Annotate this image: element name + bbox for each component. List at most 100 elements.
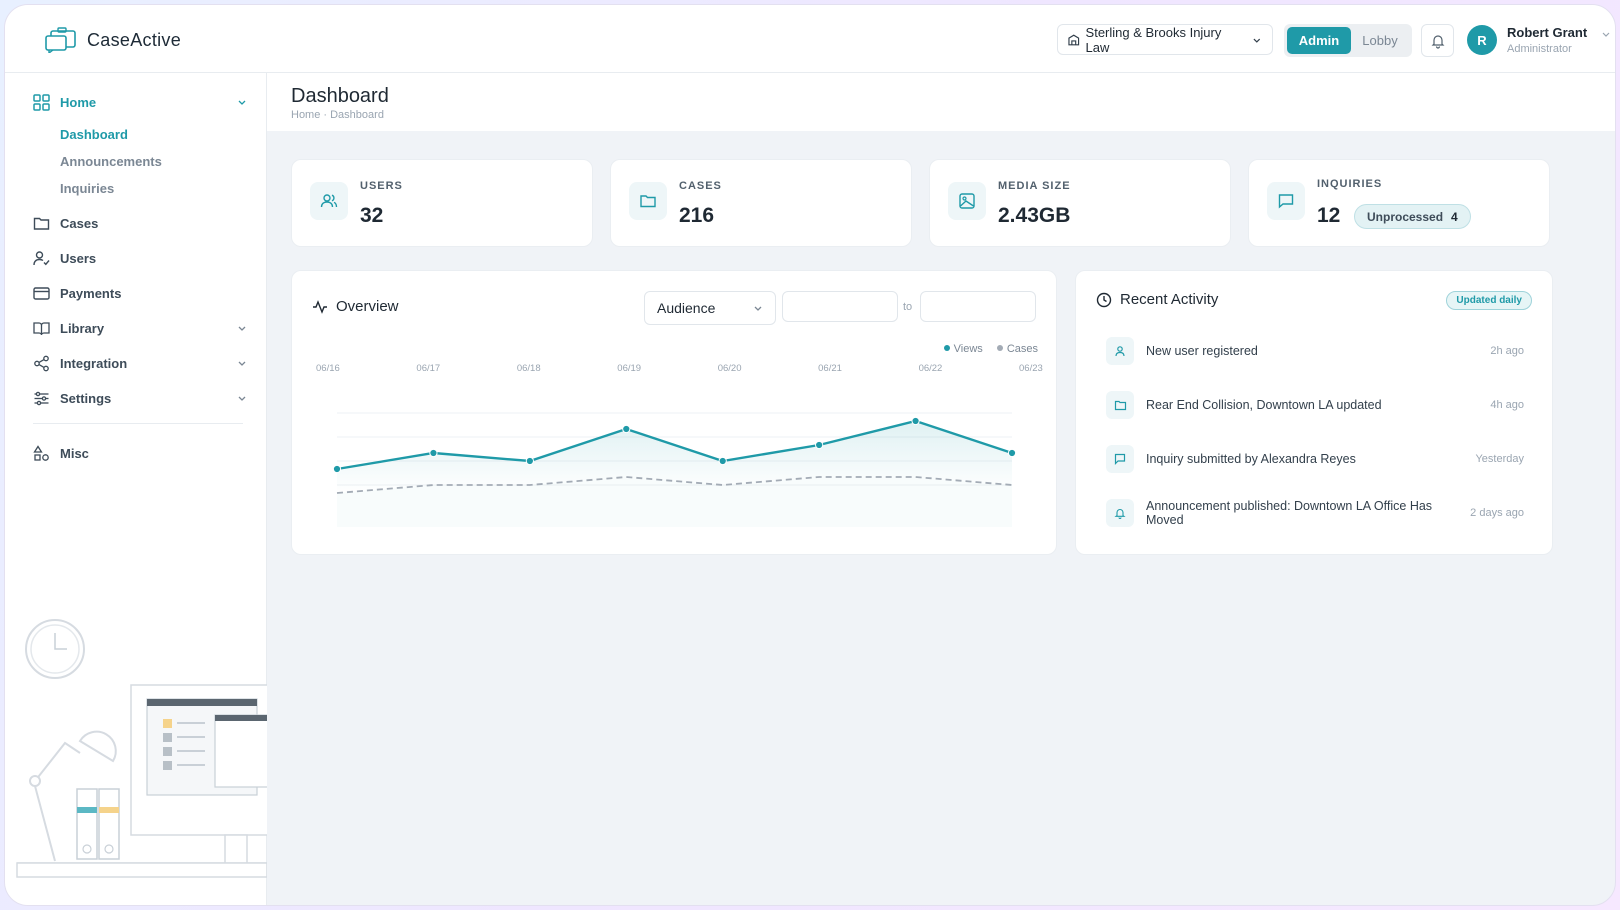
- date-from-input[interactable]: [782, 291, 898, 322]
- chart-legend: Views Cases: [943, 343, 1038, 355]
- stat-card-users[interactable]: USERS 32: [291, 159, 593, 247]
- stat-value: 32: [360, 204, 384, 227]
- stat-value: 12: [1317, 204, 1341, 227]
- stat-card-media-size[interactable]: MEDIA SIZE 2.43GB: [929, 159, 1231, 247]
- activity-item[interactable]: Inquiry submitted by Alexandra Reyes Yes…: [1106, 445, 1524, 473]
- activity-text: Inquiry submitted by Alexandra Reyes: [1146, 452, 1356, 466]
- unprocessed-count: 4: [1451, 209, 1458, 224]
- views-area: [337, 421, 1012, 493]
- sidebar-subitem-dashboard[interactable]: Dashboard: [60, 127, 128, 142]
- mode-toggle: Admin Lobby: [1284, 24, 1412, 57]
- chevron-down-icon: [1602, 32, 1610, 37]
- sidebar-item-misc[interactable]: Misc: [33, 440, 247, 466]
- message-icon: [1267, 182, 1305, 220]
- logo[interactable]: CaseActive: [45, 27, 181, 53]
- recent-activity-title-text: Recent Activity: [1120, 291, 1219, 308]
- updated-daily-badge: Updated daily: [1446, 291, 1532, 310]
- main-content: Dashboard Home · Dashboard USERS 32 CASE…: [267, 73, 1615, 905]
- activity-time: Yesterday: [1475, 453, 1524, 465]
- x-tick-label: 06/19: [617, 363, 641, 374]
- breadcrumb[interactable]: Home · Dashboard: [291, 109, 384, 121]
- views-data-point: [1007, 448, 1017, 458]
- sidebar-item-cases[interactable]: Cases: [33, 210, 247, 236]
- book-open-icon: [33, 321, 50, 335]
- user-icon: [1106, 337, 1134, 365]
- sidebar-item-label: Misc: [60, 445, 89, 461]
- credit-card-icon: [33, 286, 50, 300]
- shapes-icon: [33, 444, 49, 461]
- stat-label: INQUIRIES: [1317, 178, 1383, 190]
- activity-item[interactable]: New user registered 2h ago: [1106, 337, 1524, 365]
- stat-label: CASES: [679, 180, 722, 192]
- chevron-down-icon: [238, 100, 246, 105]
- grid-icon: [33, 93, 50, 111]
- activity-time: 4h ago: [1490, 399, 1524, 411]
- sidebar-subitem-inquiries[interactable]: Inquiries: [60, 181, 115, 196]
- chevron-down-icon: [238, 326, 246, 331]
- views-data-point: [525, 456, 534, 466]
- legend-item-cases[interactable]: Cases: [996, 343, 1038, 355]
- unprocessed-label: Unprocessed: [1367, 209, 1444, 224]
- overview-title-text: Overview: [336, 298, 399, 315]
- notifications-button[interactable]: [1421, 24, 1454, 57]
- sidebar-item-label: Home: [60, 94, 97, 110]
- user-menu[interactable]: R Robert Grant Administrator: [1467, 25, 1611, 55]
- stat-card-cases[interactable]: CASES 216: [610, 159, 912, 247]
- sidebar-item-label: Users: [60, 250, 97, 266]
- overview-title: Overview: [312, 298, 399, 315]
- views-data-point: [332, 464, 342, 474]
- mode-admin-button[interactable]: Admin: [1287, 27, 1351, 54]
- activity-item[interactable]: Announcement published: Downtown LA Offi…: [1106, 499, 1524, 527]
- stat-value: 216: [679, 204, 715, 227]
- activity-time: 2h ago: [1490, 345, 1524, 357]
- chevron-down-icon: [238, 396, 246, 401]
- top-bar: CaseActive Sterling & Brooks Injury Law …: [5, 5, 1615, 73]
- audience-select-value: Audience: [657, 300, 716, 316]
- bell-icon: [1106, 499, 1134, 527]
- user-check-icon: [33, 250, 50, 265]
- sidebar: Home Dashboard Announcements Inquiries C…: [5, 73, 267, 905]
- sidebar-item-integration[interactable]: Integration: [33, 350, 247, 376]
- activity-text: Announcement published: Downtown LA Offi…: [1146, 499, 1433, 527]
- users-icon: [310, 182, 348, 220]
- overview-chart: 06/16 06/17 06/18 06/19 06/20 06/21 06/22 06/23: [316, 363, 1043, 494]
- chevron-down-icon: [754, 306, 762, 311]
- page-title: Dashboard: [291, 85, 389, 107]
- date-range-separator: to: [903, 301, 913, 313]
- activity-icon: [313, 299, 327, 314]
- activity-item[interactable]: Rear End Collision, Downtown LA updated …: [1106, 391, 1524, 419]
- folder-icon: [629, 182, 667, 220]
- legend-item-views[interactable]: Views: [943, 343, 983, 355]
- views-data-point: [815, 440, 824, 450]
- user-name: Robert Grant: [1507, 25, 1588, 40]
- sidebar-item-label: Payments: [60, 285, 122, 301]
- logo-icon: [45, 27, 76, 53]
- legend-label: Cases: [1006, 343, 1038, 355]
- mode-lobby-button[interactable]: Lobby: [1362, 33, 1398, 48]
- stat-card-inquiries[interactable]: INQUIRIES 12 Unprocessed 4: [1248, 159, 1550, 247]
- x-tick-label: 06/17: [416, 363, 440, 374]
- user-role: Administrator: [1507, 43, 1572, 55]
- folder-icon: [1106, 391, 1134, 419]
- overview-panel: Overview Audience to Views Cases 06/16 06…: [291, 270, 1057, 555]
- unprocessed-badge[interactable]: Unprocessed 4: [1354, 204, 1471, 229]
- sidebar-item-label: Cases: [60, 215, 99, 231]
- firm-select[interactable]: Sterling & Brooks Injury Law: [1057, 24, 1273, 55]
- app-name: CaseActive: [87, 29, 182, 50]
- sidebar-item-users[interactable]: Users: [33, 245, 247, 271]
- sidebar-divider: [33, 423, 243, 424]
- sidebar-item-home[interactable]: Home: [33, 89, 247, 115]
- date-to-input[interactable]: [920, 291, 1036, 322]
- sidebar-item-settings[interactable]: Settings: [33, 385, 247, 411]
- sidebar-item-payments[interactable]: Payments: [33, 280, 247, 306]
- x-tick-label: 06/23: [1019, 363, 1043, 374]
- sidebar-item-label: Library: [60, 320, 105, 336]
- x-tick-label: 06/18: [517, 363, 541, 374]
- firm-name: Sterling & Brooks Injury Law: [1085, 24, 1222, 55]
- stat-label: MEDIA SIZE: [998, 180, 1071, 192]
- views-data-point: [911, 416, 920, 426]
- audience-select[interactable]: Audience: [644, 291, 776, 325]
- avatar: R: [1467, 25, 1497, 55]
- sidebar-subitem-announcements[interactable]: Announcements: [60, 154, 162, 169]
- sidebar-item-library[interactable]: Library: [33, 315, 247, 341]
